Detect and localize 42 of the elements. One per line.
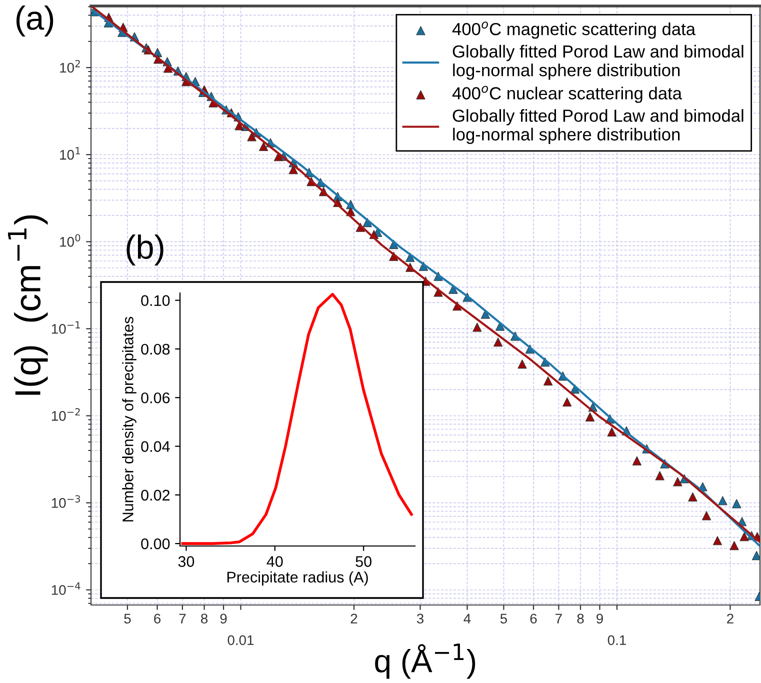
text: 6	[154, 614, 161, 624]
y-tick-label: 10$^{−2}$	[52, 408, 80, 421]
x-tick-label: 30	[178, 556, 194, 567]
legend-label: 400$^{o}$C magnetic scattering data	[452, 22, 696, 39]
x-tick-label: 0.01	[228, 635, 254, 646]
chart-title: (a)	[16, 5, 54, 36]
y-axis-title: Number density of precipitates	[122, 316, 136, 522]
text: 7	[556, 614, 562, 624]
text: 8	[201, 614, 208, 624]
text: 9	[596, 614, 603, 624]
legend-label: Globally fitted Porod Law and bimodal log-normal sphere distribution	[452, 109, 744, 144]
text: 9	[220, 614, 227, 624]
text: 4	[464, 614, 471, 624]
text: 5	[500, 614, 507, 624]
text: 5	[124, 614, 131, 624]
y-tick-label: 0.00	[141, 538, 170, 550]
y-tick-label: 0.06	[141, 392, 170, 404]
text: 3	[416, 614, 424, 624]
x-axis-title: q (Å$^{−1}$)	[375, 644, 476, 679]
annotation: (b)	[126, 234, 164, 266]
x-tick-label: 0.1	[608, 635, 626, 646]
y-tick-label: 10$^{−1}$	[52, 321, 80, 334]
text: 8	[577, 614, 584, 624]
text: 2	[350, 614, 358, 624]
y-tick-label: 10$^{0}$	[60, 234, 80, 247]
y-tick-label: 10$^{−3}$	[52, 495, 80, 508]
legend-label: 400$^{o}$C nuclear scattering data	[452, 86, 682, 103]
text: 6	[530, 614, 537, 624]
text: 2	[727, 614, 734, 624]
y-tick-label: 10$^{2}$	[60, 60, 80, 73]
y-tick-label: 0.10	[141, 295, 170, 306]
x-tick-label: 40	[266, 556, 283, 567]
x-axis-title: Precipitate radius (A)	[227, 571, 368, 586]
x-tick-label: 50	[356, 556, 372, 567]
legend-label: Globally fitted Porod Law and bimodal log-normal sphere distribution	[452, 44, 744, 80]
text: 7	[179, 614, 186, 624]
y-tick-label: 10$^{−4}$	[52, 582, 80, 595]
y-tick-label: 10$^{1}$	[60, 147, 80, 160]
y-tick-label: 0.02	[141, 490, 170, 501]
y-tick-label: 0.04	[141, 441, 170, 452]
y-axis-title: I(q) (cm$^{−1}$)	[8, 215, 48, 395]
y-tick-label: 0.08	[141, 344, 170, 355]
